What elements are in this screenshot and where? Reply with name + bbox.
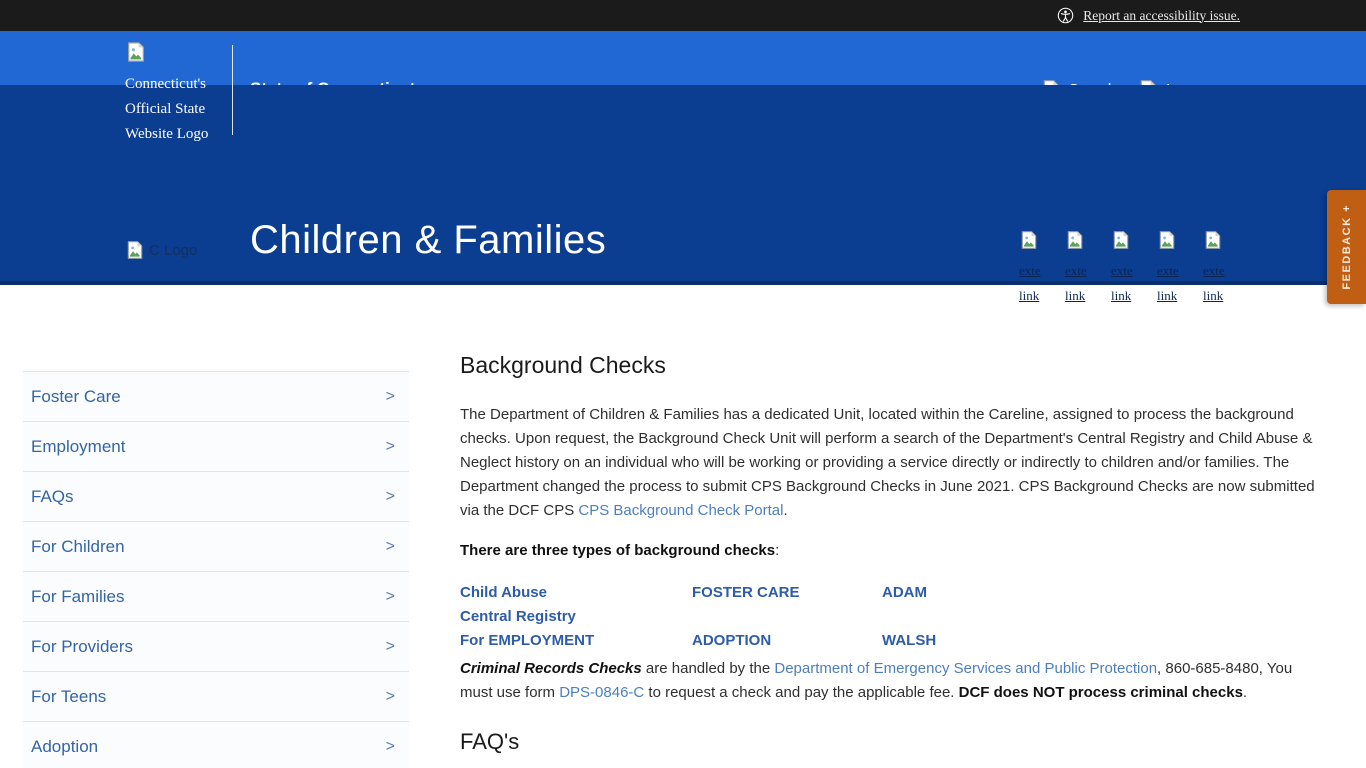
feedback-label: FEEDBACK +	[1340, 204, 1353, 290]
faq-heading: FAQ's	[460, 729, 520, 754]
cps-background-check-portal-link[interactable]: CPS Background Check Portal	[578, 502, 784, 519]
for-employment-link[interactable]: For EMPLOYMENT	[460, 632, 595, 649]
sidebar-item-label: Foster Care	[31, 386, 121, 406]
hamburger-icon	[125, 329, 152, 347]
sidebar-item-faqs[interactable]: FAQs >	[23, 472, 409, 522]
sidebar-item-label: Adoption	[31, 736, 99, 756]
criminal-seg1: are handled by the	[641, 660, 775, 677]
broken-image-icon	[125, 240, 145, 260]
sidebar-item-adoption[interactable]: Adoption >	[23, 722, 409, 768]
accessibility-bar: Report an accessibility issue.	[0, 0, 1366, 31]
sidebar-item-label: For Providers	[31, 636, 134, 656]
external-link-4[interactable]: exte link	[1157, 230, 1188, 308]
external-link-alt-text: exte link	[1203, 263, 1225, 303]
child-abuse-link[interactable]: Child Abuse	[460, 584, 547, 601]
state-logo-link[interactable]: Connecticut's Official State Website Log…	[125, 41, 221, 147]
background-check-links-grid: Child Abuse FOSTER CARE ADAM Central Reg…	[460, 581, 1328, 653]
sidebar-item-label: Employment	[31, 436, 126, 456]
report-accessibility-link[interactable]: Report an accessibility issue.	[1083, 7, 1240, 23]
external-link-2[interactable]: exte link	[1065, 230, 1096, 308]
agency-logo-alt-text: C Logo	[149, 241, 198, 259]
chevron-right-icon: >	[385, 587, 395, 605]
dps-form-link[interactable]: DPS-0846-C	[559, 684, 645, 701]
sidebar-item-for-teens[interactable]: For Teens >	[23, 672, 409, 722]
external-link-alt-text: exte link	[1019, 263, 1041, 303]
types-heading-bold: There are three types of background chec…	[460, 542, 776, 559]
main-content: Background Checks The Department of Chil…	[460, 352, 1328, 755]
external-link-alt-text: exte link	[1111, 263, 1133, 303]
sidebar-item-label: FAQs	[31, 486, 74, 506]
feedback-tab[interactable]: FEEDBACK +	[1327, 190, 1366, 304]
external-link-5[interactable]: exte link	[1203, 230, 1234, 308]
main-menu-button[interactable]: Main Menu	[125, 329, 249, 347]
sidebar-item-label: For Families	[31, 586, 125, 606]
intro-paragraph: The Department of Children & Families ha…	[460, 403, 1328, 523]
sidebar-item-for-families[interactable]: For Families >	[23, 572, 409, 622]
broken-image-icon	[1019, 230, 1039, 250]
sidebar-item-label: For Teens	[31, 686, 107, 706]
grid-empty-cell	[882, 605, 1328, 629]
social-external-links: exte link exte link exte link exte link …	[1019, 230, 1234, 308]
agency-banner: C Logo Children & Families exte link ext…	[0, 85, 1366, 347]
grid-empty-cell	[692, 605, 882, 629]
chevron-right-icon: >	[385, 637, 395, 655]
types-heading-colon: :	[775, 542, 780, 559]
broken-image-icon	[1203, 230, 1223, 250]
broken-image-icon	[1111, 230, 1131, 250]
broken-image-icon	[1065, 230, 1085, 250]
chevron-right-icon: >	[385, 487, 395, 505]
sidebar-item-for-providers[interactable]: For Providers >	[23, 622, 409, 672]
accessibility-icon	[1057, 7, 1074, 24]
page-title: Background Checks	[460, 352, 666, 378]
sidebar-item-for-children[interactable]: For Children >	[23, 522, 409, 572]
sidebar-item-employment[interactable]: Employment >	[23, 422, 409, 472]
criminal-seg2: , 860-685-8480, You must use form	[460, 660, 1293, 701]
broken-image-icon	[1157, 230, 1177, 250]
intro-text: The Department of Children & Families ha…	[460, 406, 1315, 519]
chevron-right-icon: >	[385, 387, 395, 405]
external-link-1[interactable]: exte link	[1019, 230, 1050, 308]
external-link-3[interactable]: exte link	[1111, 230, 1142, 308]
adoption-link[interactable]: ADOPTION	[692, 632, 772, 649]
main-menu-label: Main Menu	[170, 329, 250, 346]
chevron-right-icon: >	[385, 737, 395, 755]
chevron-right-icon: >	[385, 537, 395, 555]
agency-title: Children & Families	[250, 218, 607, 262]
state-logo-alt-text: Connecticut's Official State Website Log…	[125, 76, 209, 142]
broken-image-icon	[125, 41, 147, 63]
criminal-bold-note: DCF does NOT process criminal checks	[958, 684, 1243, 701]
sidebar-item-label: For Children	[31, 536, 125, 556]
walsh-link[interactable]: WALSH	[882, 632, 937, 649]
header-divider	[232, 45, 233, 135]
intro-period: .	[783, 502, 788, 519]
sidebar-item-foster-care[interactable]: Foster Care >	[23, 372, 409, 422]
types-heading: There are three types of background chec…	[460, 539, 1328, 563]
agency-logo-link[interactable]: C Logo	[125, 240, 197, 260]
desp-link[interactable]: Department of Emergency Services and Pub…	[774, 660, 1158, 677]
central-registry-link[interactable]: Central Registry	[460, 608, 576, 625]
criminal-records-lead: Criminal Records Checks	[460, 660, 642, 677]
adam-link[interactable]: ADAM	[882, 584, 927, 601]
criminal-seg3: to request a check and pay the applicabl…	[644, 684, 959, 701]
external-link-alt-text: exte link	[1157, 263, 1179, 303]
chevron-right-icon: >	[385, 687, 395, 705]
chevron-right-icon: >	[385, 437, 395, 455]
sidebar-nav: Foster Care > Employment > FAQs > For Ch…	[23, 371, 409, 768]
foster-care-link[interactable]: FOSTER CARE	[692, 584, 800, 601]
criminal-records-paragraph: Criminal Records Checks are handled by t…	[460, 657, 1328, 705]
external-link-alt-text: exte link	[1065, 263, 1087, 303]
criminal-seg4: .	[1242, 684, 1248, 701]
